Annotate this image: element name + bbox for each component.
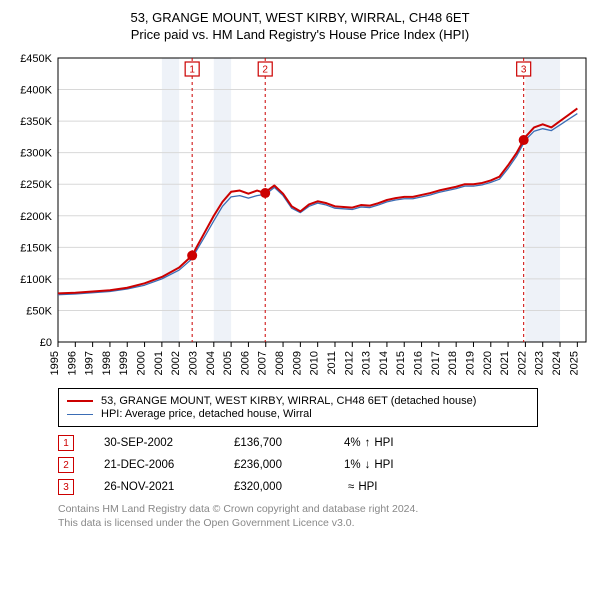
- svg-text:2008: 2008: [274, 351, 286, 375]
- legend-label: HPI: Average price, detached house, Wirr…: [101, 408, 312, 420]
- svg-text:2004: 2004: [205, 351, 217, 375]
- svg-text:2019: 2019: [464, 351, 476, 375]
- sale-price: £236,000: [234, 459, 314, 471]
- legend-label: 53, GRANGE MOUNT, WEST KIRBY, WIRRAL, CH…: [101, 395, 476, 407]
- legend-item: 53, GRANGE MOUNT, WEST KIRBY, WIRRAL, CH…: [67, 395, 529, 407]
- svg-text:£300K: £300K: [20, 148, 52, 160]
- footnote-line1: Contains HM Land Registry data © Crown c…: [58, 503, 418, 515]
- svg-text:2007: 2007: [257, 351, 269, 375]
- sale-date: 30-SEP-2002: [104, 437, 204, 449]
- chart-container: 53, GRANGE MOUNT, WEST KIRBY, WIRRAL, CH…: [0, 0, 600, 536]
- svg-text:2013: 2013: [361, 351, 373, 375]
- sale-row: 2 21-DEC-2006 £236,000 1%↓HPI: [58, 457, 592, 473]
- svg-text:2: 2: [262, 65, 268, 76]
- sale-marker-box: 3: [58, 479, 74, 495]
- svg-text:2001: 2001: [153, 351, 165, 375]
- sale-date: 21-DEC-2006: [104, 459, 204, 471]
- svg-text:2014: 2014: [378, 351, 390, 375]
- sale-marker-box: 2: [58, 457, 74, 473]
- legend-item: HPI: Average price, detached house, Wirr…: [67, 408, 529, 420]
- svg-text:£0: £0: [40, 337, 52, 349]
- svg-text:2002: 2002: [170, 351, 182, 375]
- svg-text:2022: 2022: [516, 351, 528, 375]
- legend-swatch: [67, 414, 93, 415]
- legend-swatch: [67, 400, 93, 402]
- title-subtitle: Price paid vs. HM Land Registry's House …: [8, 27, 592, 42]
- sale-date: 26-NOV-2021: [104, 481, 204, 493]
- svg-text:2011: 2011: [326, 351, 338, 375]
- sale-hpi: 4%↑HPI: [344, 437, 444, 449]
- svg-text:2021: 2021: [499, 351, 511, 375]
- svg-text:£400K: £400K: [20, 85, 52, 97]
- svg-text:£100K: £100K: [20, 274, 52, 286]
- svg-text:2012: 2012: [343, 351, 355, 375]
- svg-text:2010: 2010: [309, 351, 321, 375]
- svg-text:2023: 2023: [534, 351, 546, 375]
- svg-text:2003: 2003: [187, 351, 199, 375]
- svg-text:2009: 2009: [291, 351, 303, 375]
- svg-text:2006: 2006: [239, 351, 251, 375]
- footnote-line2: This data is licensed under the Open Gov…: [58, 517, 355, 529]
- svg-text:£450K: £450K: [20, 53, 52, 65]
- legend: 53, GRANGE MOUNT, WEST KIRBY, WIRRAL, CH…: [58, 388, 538, 427]
- svg-text:1998: 1998: [101, 351, 113, 375]
- svg-text:3: 3: [521, 65, 527, 76]
- svg-text:£50K: £50K: [26, 305, 52, 317]
- sales-table: 1 30-SEP-2002 £136,700 4%↑HPI 2 21-DEC-2006 £2…: [58, 435, 592, 495]
- sale-price: £320,000: [234, 481, 314, 493]
- sale-marker-box: 1: [58, 435, 74, 451]
- sale-row: 3 26-NOV-2021 £320,000 ≈HPI: [58, 479, 592, 495]
- svg-text:1995: 1995: [49, 351, 61, 375]
- svg-text:1999: 1999: [118, 351, 130, 375]
- svg-text:2024: 2024: [551, 351, 563, 375]
- svg-text:£250K: £250K: [20, 179, 52, 191]
- svg-text:2018: 2018: [447, 351, 459, 375]
- svg-text:2015: 2015: [395, 351, 407, 375]
- svg-text:2005: 2005: [222, 351, 234, 375]
- sale-row: 1 30-SEP-2002 £136,700 4%↑HPI: [58, 435, 592, 451]
- svg-text:£150K: £150K: [20, 242, 52, 254]
- sale-hpi: 1%↓HPI: [344, 459, 444, 471]
- chart-svg: £0 £50K £100K £150K £200K £250K £300K £350K £400…: [8, 52, 592, 382]
- svg-text:1997: 1997: [84, 351, 96, 375]
- svg-text:2020: 2020: [482, 351, 494, 375]
- svg-text:2000: 2000: [136, 351, 148, 375]
- svg-text:2017: 2017: [430, 351, 442, 375]
- svg-text:1996: 1996: [66, 351, 78, 375]
- title-address: 53, GRANGE MOUNT, WEST KIRBY, WIRRAL, CH…: [8, 10, 592, 25]
- svg-text:1: 1: [189, 65, 195, 76]
- footnote: Contains HM Land Registry data © Crown c…: [58, 503, 558, 530]
- svg-text:£200K: £200K: [20, 211, 52, 223]
- sale-hpi: ≈HPI: [344, 481, 444, 493]
- svg-text:2016: 2016: [413, 351, 425, 375]
- chart: £0 £50K £100K £150K £200K £250K £300K £350K £400…: [8, 52, 592, 382]
- sale-price: £136,700: [234, 437, 314, 449]
- svg-text:£350K: £350K: [20, 116, 52, 128]
- svg-text:2025: 2025: [568, 351, 580, 375]
